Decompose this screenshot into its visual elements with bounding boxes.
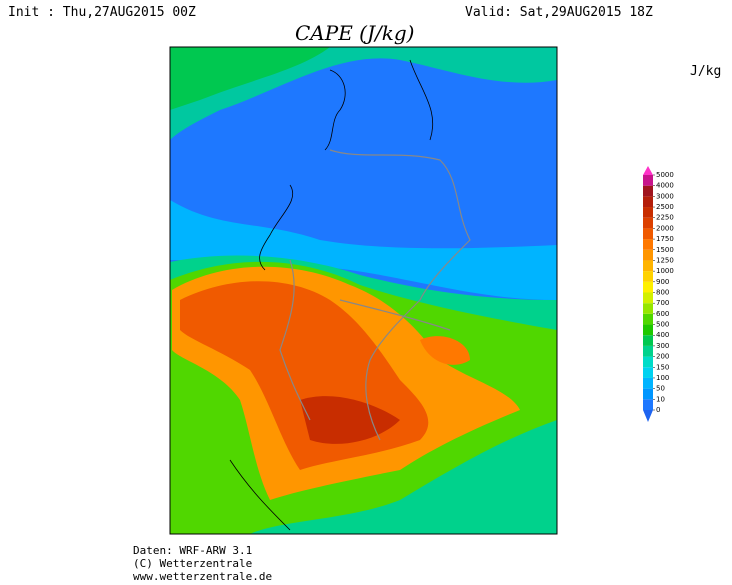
colorbar-label: 1750 (656, 235, 674, 243)
colorbar-segment (643, 217, 653, 229)
colorbar-segment (643, 239, 653, 250)
colorbar-label: 10 (656, 395, 665, 403)
colorbar-label: 4000 (656, 182, 674, 190)
colorbar-label: 3000 (656, 192, 674, 200)
init-time: Init : Thu,27AUG2015 00Z (8, 5, 196, 20)
colorbar-segment (643, 356, 653, 368)
colorbar-segment (643, 175, 653, 186)
colorbar-segment (643, 249, 653, 261)
footer-line: (C) Wetterzentrale (133, 557, 252, 570)
colorbar-label: 2000 (656, 224, 674, 232)
colorbar-label: 400 (656, 331, 669, 339)
colorbar-label: 50 (656, 385, 665, 393)
colorbar-label: 1250 (656, 256, 674, 264)
colorbar-segment (643, 271, 653, 282)
colorbar-label: 300 (656, 342, 669, 350)
colorbar-segment (643, 313, 653, 325)
colorbar-segment (643, 324, 653, 336)
colorbar-segment (643, 281, 653, 293)
colorbar: 0 10 50 100 150 200 300 400 500 600 700 800 900 1000 1… (643, 166, 674, 422)
colorbar-label: 900 (656, 278, 669, 286)
colorbar-segment (643, 228, 653, 240)
colorbar-label: 150 (656, 363, 669, 371)
title: CAPE (J/kg) (295, 21, 414, 45)
colorbar-segment (643, 185, 653, 197)
colorbar-segment (643, 207, 653, 218)
colorbar-segment (643, 345, 653, 357)
colorbar-segment (643, 377, 653, 389)
colorbar-segment (643, 335, 653, 346)
colorbar-segment (643, 388, 653, 400)
colorbar-label: 2250 (656, 214, 674, 222)
colorbar-label: 500 (656, 321, 669, 329)
valid-time: Valid: Sat,29AUG2015 18Z (465, 5, 653, 20)
colorbar-segment (643, 399, 653, 410)
colorbar-label: 1000 (656, 267, 674, 275)
colorbar-label: 800 (656, 289, 669, 297)
colorbar-segment (643, 303, 653, 314)
colorbar-label: 0 (656, 406, 660, 414)
colorbar-over (643, 166, 653, 175)
colorbar-under (643, 410, 653, 422)
colorbar-segment (643, 260, 653, 272)
colorbar-label: 2500 (656, 203, 674, 211)
colorbar-label: 5000 (656, 171, 674, 179)
colorbar-label: 600 (656, 310, 669, 318)
colorbar-label: 200 (656, 353, 669, 361)
colorbar-label: 700 (656, 299, 669, 307)
colorbar-segment (643, 292, 653, 304)
colorbar-segment (643, 367, 653, 378)
map (169, 46, 558, 535)
unit: J/kg (690, 64, 721, 79)
footer-line: www.wetterzentrale.de (133, 570, 272, 583)
colorbar-label: 100 (656, 374, 669, 382)
colorbar-segment (643, 196, 653, 208)
colorbar-label: 1500 (656, 246, 674, 254)
footer-line: Daten: WRF-ARW 3.1 (133, 544, 252, 557)
